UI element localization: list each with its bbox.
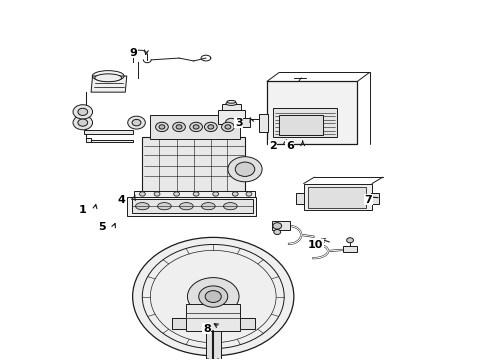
Circle shape	[140, 192, 146, 196]
Circle shape	[273, 223, 282, 229]
Circle shape	[133, 237, 294, 356]
Bar	[127, 197, 256, 216]
Bar	[143, 137, 245, 193]
Polygon shape	[91, 76, 127, 92]
Bar	[150, 116, 240, 139]
Circle shape	[235, 162, 255, 176]
Text: 6: 6	[286, 141, 294, 151]
Bar	[134, 191, 255, 197]
Bar	[186, 304, 240, 330]
Ellipse shape	[227, 100, 236, 103]
Circle shape	[225, 125, 231, 129]
Text: 5: 5	[98, 222, 106, 231]
Ellipse shape	[226, 102, 237, 105]
Polygon shape	[240, 318, 255, 329]
Text: 3: 3	[235, 118, 243, 128]
Circle shape	[213, 192, 219, 196]
Circle shape	[173, 192, 179, 196]
Circle shape	[225, 118, 237, 127]
Circle shape	[204, 122, 217, 132]
Bar	[308, 187, 366, 208]
Circle shape	[78, 108, 88, 116]
Circle shape	[208, 125, 214, 129]
Circle shape	[73, 105, 93, 119]
Bar	[221, 104, 241, 110]
Text: 1: 1	[78, 206, 86, 216]
Bar	[132, 199, 253, 213]
Bar	[296, 193, 304, 204]
Ellipse shape	[201, 203, 215, 210]
Circle shape	[188, 278, 239, 315]
Circle shape	[73, 116, 93, 130]
Circle shape	[199, 286, 228, 307]
Bar	[218, 110, 245, 125]
Circle shape	[132, 120, 141, 126]
Circle shape	[193, 125, 199, 129]
Bar	[240, 118, 250, 127]
Ellipse shape	[179, 203, 193, 210]
Bar	[371, 193, 379, 204]
Polygon shape	[86, 92, 133, 142]
Circle shape	[156, 122, 168, 132]
Bar	[272, 221, 291, 230]
Text: 10: 10	[308, 239, 323, 249]
Circle shape	[228, 157, 262, 182]
Circle shape	[159, 125, 165, 129]
Circle shape	[205, 291, 221, 302]
Text: 8: 8	[203, 324, 211, 334]
Ellipse shape	[136, 203, 149, 210]
Bar	[259, 114, 269, 132]
Text: 7: 7	[364, 195, 372, 205]
Circle shape	[154, 192, 160, 196]
Bar	[206, 330, 220, 359]
Circle shape	[221, 122, 234, 132]
Text: 2: 2	[269, 141, 277, 151]
Bar	[304, 184, 372, 211]
Circle shape	[274, 229, 281, 234]
Circle shape	[193, 192, 199, 196]
Circle shape	[190, 122, 202, 132]
Text: 9: 9	[130, 48, 138, 58]
Circle shape	[232, 192, 238, 196]
Ellipse shape	[92, 71, 124, 81]
Circle shape	[346, 238, 353, 243]
Bar	[84, 130, 133, 134]
Bar	[279, 116, 323, 135]
Bar	[267, 81, 357, 144]
Polygon shape	[172, 318, 186, 329]
Ellipse shape	[223, 203, 237, 210]
Circle shape	[128, 116, 146, 129]
Ellipse shape	[158, 203, 171, 210]
Circle shape	[172, 122, 185, 132]
Circle shape	[246, 192, 252, 196]
Circle shape	[78, 119, 88, 126]
Bar	[273, 108, 337, 137]
Circle shape	[176, 125, 182, 129]
Ellipse shape	[95, 74, 122, 82]
Bar	[343, 246, 357, 252]
Text: 4: 4	[118, 195, 125, 205]
